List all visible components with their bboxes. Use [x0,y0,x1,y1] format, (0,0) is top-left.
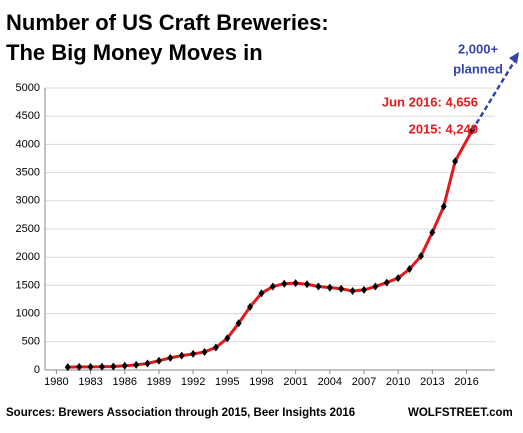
data-point [224,334,231,343]
y-tick-label: 3000 [16,195,40,207]
data-point [247,302,254,311]
x-tick-label: 1995 [215,376,239,388]
x-tick-label: 1998 [249,376,273,388]
data-point [87,362,94,371]
annotation: 2015: 4,249 [409,121,478,136]
x-tick-label: 1986 [113,376,137,388]
x-tick-label: 2007 [352,376,376,388]
x-tick-label: 1992 [181,376,205,388]
annotation: 2,000+ [458,41,499,56]
data-point [190,349,197,358]
arrow-head [509,52,519,64]
data-point [429,228,436,237]
data-point [406,265,413,274]
y-tick-label: 0 [34,364,40,376]
data-point [372,282,379,291]
y-tick-label: 1500 [16,279,40,291]
data-point [452,157,459,166]
data-point [383,278,390,287]
data-point [292,279,299,288]
y-tick-label: 2500 [16,223,40,235]
x-tick-label: 2004 [318,376,342,388]
data-point [304,280,311,289]
data-point [155,356,162,365]
source: Sources: Brewers Association through 201… [6,407,355,419]
data-point [212,343,219,352]
annotation: planned [453,61,503,76]
y-tick-label: 3500 [16,167,40,179]
y-tick-label: 5000 [16,82,40,94]
y-tick-label: 500 [22,336,40,348]
data-point [395,274,402,283]
data-point [167,353,174,362]
annotation: Jun 2016: 4,656 [382,94,478,109]
y-tick-label: 1000 [16,308,40,320]
data-point [121,361,128,370]
y-tick-label: 4000 [16,138,40,150]
data-point [281,279,288,288]
x-tick-label: 1980 [44,376,68,388]
data-point [315,282,322,291]
x-tick-label: 1989 [147,376,171,388]
data-line [67,129,474,369]
y-tick-label: 4500 [16,110,40,122]
data-point [338,284,345,293]
x-tick-label: 2016 [454,376,478,388]
data-point [133,360,140,369]
data-point [76,362,83,371]
data-point [349,287,356,296]
data-point [326,283,333,292]
data-point [201,347,208,356]
data-point [64,363,71,372]
data-point [258,289,265,298]
x-tick-label: 1983 [78,376,102,388]
x-tick-label: 2013 [420,376,444,388]
data-point [440,202,447,211]
projection-arrow [471,56,519,132]
brand: WOLFSTREET.com [408,407,513,419]
y-tick-label: 2000 [16,251,40,263]
data-point [110,362,117,371]
data-point [417,252,424,261]
data-point [144,359,151,368]
x-tick-label: 2001 [283,376,307,388]
data-point [269,282,276,291]
data-point [178,351,185,360]
data-point [98,362,105,371]
data-point [235,319,242,328]
chart-title: The Big Money Moves in [6,40,263,65]
data-point [360,285,367,294]
x-tick-label: 2010 [386,376,410,388]
chart-title: Number of US Craft Breweries: [6,10,329,35]
